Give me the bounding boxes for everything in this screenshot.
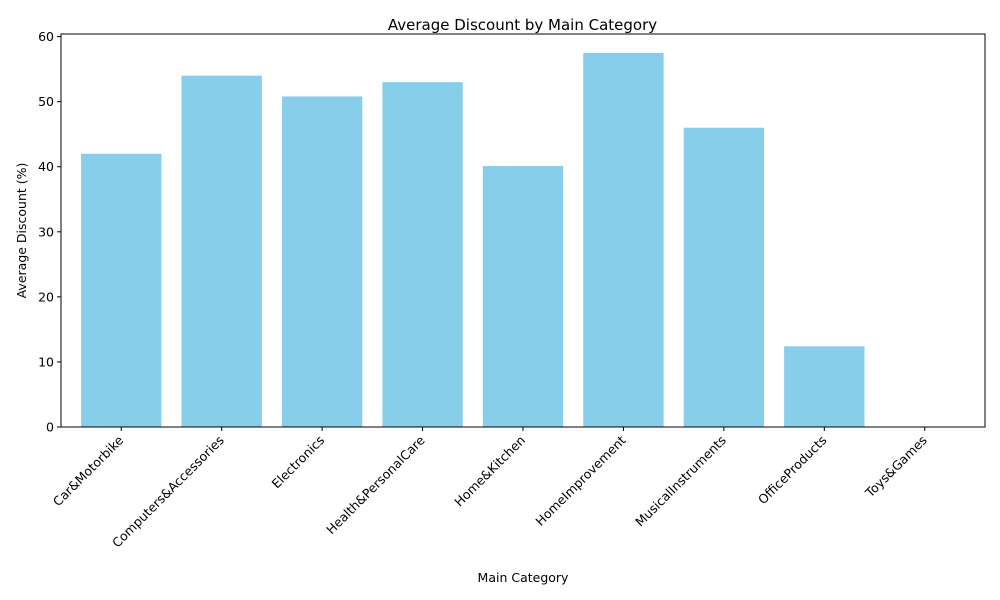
y-tick-label: 10 [38, 354, 54, 369]
bar-home-kitchen [482, 166, 564, 427]
y-tick-label: 0 [46, 420, 54, 435]
bars-group [81, 52, 865, 428]
bar-computers-accessories [181, 75, 262, 427]
y-tick-label: 20 [38, 289, 54, 304]
y-tick-label: 60 [38, 29, 54, 44]
bar-electronics [281, 96, 363, 428]
y-axis-ticks: 0 10 20 30 40 50 60 [38, 29, 61, 435]
plot-frame [60, 33, 986, 428]
y-tick-label: 50 [38, 94, 54, 109]
y-tick-label: 40 [38, 159, 54, 174]
x-axis-label: Main Category [478, 570, 570, 585]
chart-title: Average Discount by Main Category [388, 16, 657, 34]
bar-musicalinstruments [683, 127, 765, 427]
bar-officeproducts [784, 346, 865, 427]
bar-health-personalcare [382, 82, 463, 428]
bar-car-motorbike [81, 153, 162, 427]
y-axis-label: Average Discount (%) [14, 163, 29, 299]
y-tick-label: 30 [38, 224, 54, 239]
bar-homeimprovement [583, 52, 664, 428]
